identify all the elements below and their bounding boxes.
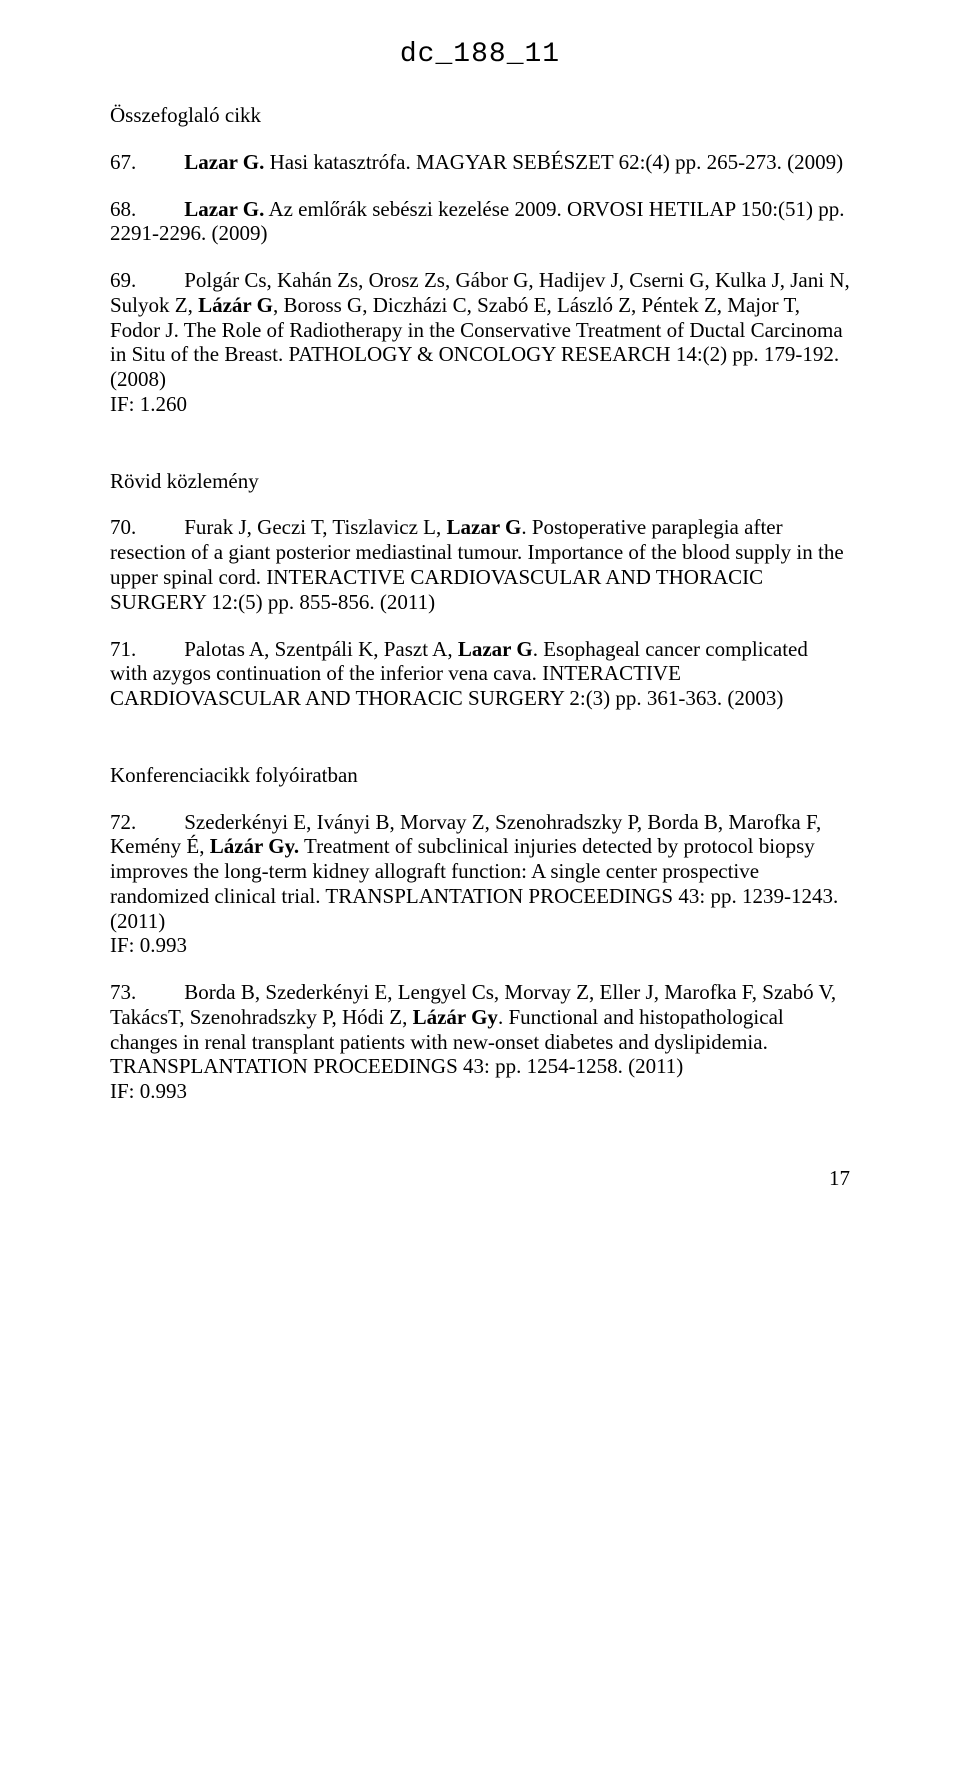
section-heading-conf: Konferenciacikk folyóiratban <box>110 763 850 788</box>
impact-factor: IF: 0.993 <box>110 933 187 957</box>
entry-number: 68. <box>110 197 136 221</box>
author-bold: Lázár Gy. <box>210 834 299 858</box>
reference-entry: 69.Polgár Cs, Kahán Zs, Orosz Zs, Gábor … <box>110 268 850 417</box>
reference-entry: 71. Palotas A, Szentpáli K, Paszt A, Laza… <box>110 637 850 711</box>
author-bold: Lazar G. <box>184 150 264 174</box>
author-bold: Lázár Gy <box>413 1005 498 1029</box>
reference-entry: 68.Lazar G. Az emlőrák sebészi kezelése … <box>110 197 850 247</box>
entry-number: 73. <box>110 980 136 1004</box>
author-bold: Lazar G <box>447 515 522 539</box>
document-page: dc_188_11 Összefoglaló cikk 67. Lazar G. … <box>0 0 960 1231</box>
entry-number: 71. <box>110 637 136 661</box>
author-bold: Lázár G <box>198 293 273 317</box>
entry-number: 67. <box>110 150 136 174</box>
entry-rest: Hasi katasztrófa. MAGYAR SEBÉSZET 62:(4)… <box>264 150 843 174</box>
reference-entry: 70. Furak J, Geczi T, Tiszlavicz L, Lazar… <box>110 515 850 614</box>
impact-factor: IF: 0.993 <box>110 1079 187 1103</box>
page-number: 17 <box>110 1166 850 1191</box>
author-bold: Lazar G. <box>184 197 264 221</box>
author-bold: Lazar G <box>458 637 533 661</box>
entry-number: 70. <box>110 515 136 539</box>
reference-entry: 73.Borda B, Szederkényi E, Lengyel Cs, M… <box>110 980 850 1104</box>
entry-number: 72. <box>110 810 136 834</box>
doc-id-header: dc_188_11 <box>110 38 850 71</box>
entry-pre: Furak J, Geczi T, Tiszlavicz L, <box>184 515 446 539</box>
section-heading-summary: Összefoglaló cikk <box>110 103 850 128</box>
reference-entry: 67. Lazar G. Hasi katasztrófa. MAGYAR SEB… <box>110 150 850 175</box>
reference-entry: 72.Szederkényi E, Iványi B, Morvay Z, Sz… <box>110 810 850 959</box>
entry-pre: Palotas A, Szentpáli K, Paszt A, <box>184 637 458 661</box>
impact-factor: IF: 1.260 <box>110 392 187 416</box>
entry-number: 69. <box>110 268 136 292</box>
section-heading-short: Rövid közlemény <box>110 469 850 494</box>
